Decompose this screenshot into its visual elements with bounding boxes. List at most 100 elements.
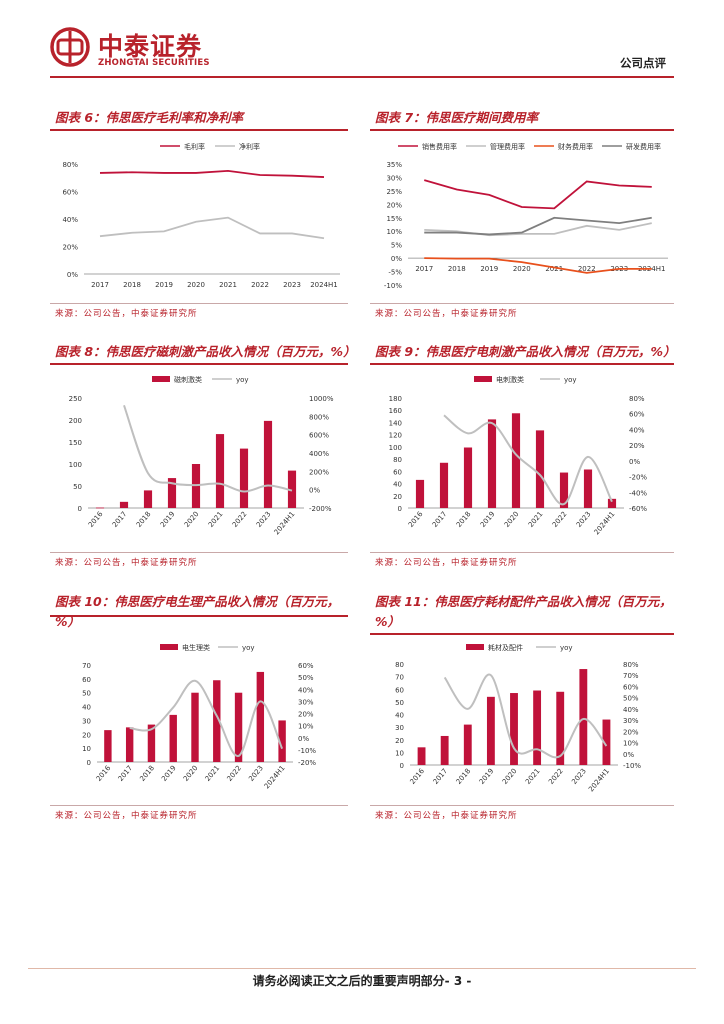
y-right-tick-label: 50% [298, 674, 314, 682]
x-tick-label: 2020 [182, 764, 200, 783]
source-note: 来源：公司公告，中泰证券研究所 [375, 558, 518, 568]
legend-label: 电刺激类 [496, 375, 524, 384]
y-right-tick-label: 1000% [309, 395, 334, 403]
page-number: - 3 - [444, 974, 472, 988]
y-right-tick-label: 600% [309, 432, 329, 440]
y-tick-label: 80% [62, 161, 78, 169]
bar [215, 434, 225, 508]
x-tick-label: 2021 [204, 764, 222, 783]
x-tick-label: 2021 [207, 510, 225, 529]
y-left-tick-label: 40 [393, 481, 402, 489]
x-tick-label: 2020 [183, 510, 201, 529]
legend-label: yoy [560, 644, 573, 652]
bar [234, 692, 243, 762]
y-left-tick-label: 0 [87, 759, 91, 767]
x-tick-label: 2017 [432, 767, 450, 786]
y-left-tick-label: 40 [395, 712, 404, 720]
chart-electrophysiology-revenue: 电生理类 yoy 0 10 20 30 40 50 60 70 -20% -10% 0% 10% 20% 30… [82, 643, 316, 790]
y-right-tick-label: -10% [623, 762, 641, 770]
x-tick-label: 2022 [551, 510, 569, 529]
x-tick-label: 2016 [407, 510, 425, 529]
header-divider [50, 76, 674, 78]
x-tick-label: 2022 [231, 510, 249, 529]
y-right-tick-label: 0% [623, 751, 634, 759]
y-left-tick-label: 60 [395, 686, 404, 694]
x-tick-label: 2016 [87, 510, 105, 529]
y-left-tick-label: 30 [395, 724, 404, 732]
y-left-tick-label: 0 [398, 505, 402, 513]
y-right-tick-label: -200% [309, 505, 332, 513]
bar [583, 469, 593, 508]
source-rule [370, 303, 674, 304]
legend-label: 磁刺激类 [174, 375, 202, 384]
y-left-tick-label: 70 [395, 674, 404, 682]
x-tick-label: 2023 [575, 510, 593, 529]
y-right-tick-label: 30% [298, 698, 314, 706]
y-left-tick-label: 180 [389, 395, 402, 403]
y-tick-label: 20% [386, 201, 402, 209]
x-tick-label: 2021 [545, 265, 563, 273]
y-right-tick-label: 60% [298, 662, 314, 670]
x-tick-label: 2019 [480, 265, 498, 273]
y-left-tick-label: 0 [400, 762, 404, 770]
figure-title-rule [370, 363, 674, 365]
y-left-tick-label: 140 [389, 419, 402, 427]
y-tick-label: -5% [388, 269, 402, 277]
x-tick-label: 2019 [159, 510, 177, 529]
figure-title: 图表 8：伟思医疗磁刺激产品收入情况（百万元，%） [55, 344, 356, 359]
legend-label: 销售费用率 [422, 142, 457, 151]
x-tick-label: 2018 [135, 510, 153, 529]
x-tick-label: 2016 [95, 764, 113, 783]
series-line [99, 216, 325, 240]
y-right-tick-label: 20% [623, 728, 639, 736]
legend-label: 管理费用率 [490, 142, 525, 151]
y-tick-label: 10% [386, 228, 402, 236]
y-right-tick-label: 40% [298, 686, 314, 694]
bar [556, 691, 565, 765]
x-tick-label: 2019 [155, 281, 173, 289]
y-left-tick-label: 50 [82, 690, 91, 698]
source-note: 来源：公司公告，中泰证券研究所 [55, 811, 198, 821]
source-note: 来源：公司公告，中泰证券研究所 [55, 309, 198, 319]
figure-title-rule [50, 615, 348, 617]
y-left-tick-label: 250 [69, 395, 82, 403]
x-tick-label: 2022 [547, 767, 565, 786]
y-right-tick-label: -60% [629, 505, 647, 513]
figure-title: 图表 10：伟思医疗电生理产品收入情况（百万元，%） [55, 594, 340, 629]
figure-title-rule [50, 363, 348, 365]
figure-title-rule [50, 129, 348, 131]
yoy-line [123, 405, 293, 493]
source-rule [50, 805, 348, 806]
y-left-tick-label: 80 [393, 456, 402, 464]
y-right-tick-label: 40% [629, 426, 645, 434]
yoy-line [443, 673, 608, 759]
chart-expense-ratios: 销售费用率 管理费用率 财务费用率 研发费用率 -10% -5% 0% 5% 10% 15% 20%… [384, 142, 668, 290]
y-right-tick-label: -20% [629, 474, 647, 482]
bar [487, 419, 497, 508]
y-tick-label: 15% [386, 215, 402, 223]
y-right-tick-label: 10% [298, 723, 314, 731]
y-tick-label: 30% [386, 174, 402, 182]
figure-title-rule [370, 129, 674, 131]
y-left-tick-label: 70 [82, 662, 91, 670]
brand-logo: 中泰证券 ZHONGTAI SECURITIES [50, 27, 220, 71]
y-left-tick-label: 10 [82, 745, 91, 753]
y-tick-label: 0% [391, 255, 402, 263]
bar [559, 472, 569, 508]
source-rule [370, 552, 674, 553]
y-tick-label: 25% [386, 188, 402, 196]
y-right-tick-label: 20% [298, 711, 314, 719]
legend-label: yoy [236, 376, 249, 384]
figure-title: 图表 11：伟思医疗耗材配件产品收入情况（百万元，%） [375, 594, 672, 629]
y-right-tick-label: -40% [629, 489, 647, 497]
x-tick-label: 2023 [247, 764, 265, 783]
y-right-tick-label: 800% [309, 413, 329, 421]
bar [510, 693, 518, 765]
figure-title-rule [370, 633, 674, 635]
x-tick-label: 2019 [478, 767, 496, 786]
x-tick-label: 2018 [448, 265, 466, 273]
y-tick-label: 5% [391, 242, 402, 250]
x-tick-label: 2022 [251, 281, 269, 289]
y-right-tick-label: 30% [623, 717, 639, 725]
y-tick-label: 40% [62, 216, 78, 224]
